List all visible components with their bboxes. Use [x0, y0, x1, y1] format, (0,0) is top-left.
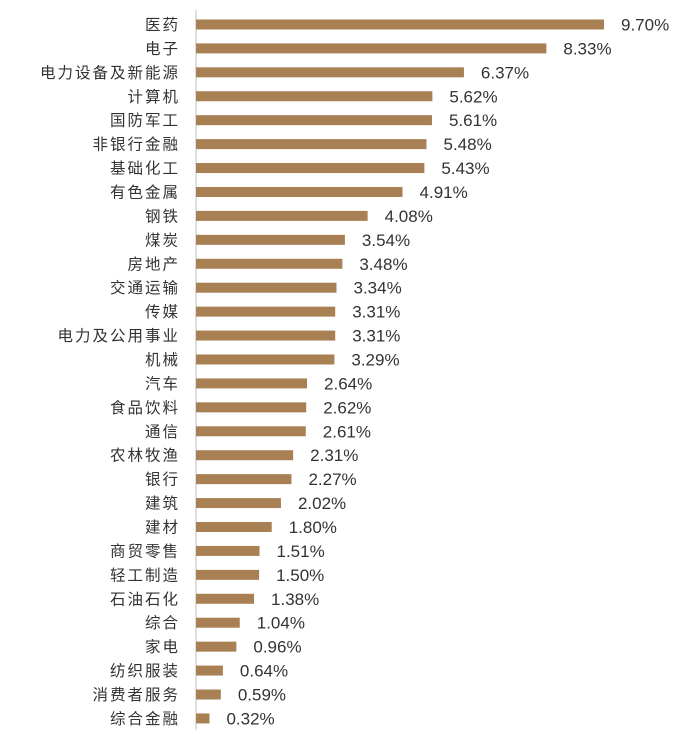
bar — [196, 593, 255, 604]
category-labels: 医药电子电力设备及新能源计算机国防军工非银行金融基础化工有色金属钢铁煤炭房地产交… — [40, 16, 180, 728]
bar — [196, 521, 272, 532]
bar — [196, 426, 306, 437]
category-label: 农林牧渔 — [110, 447, 180, 465]
data-label: 3.34% — [353, 279, 401, 298]
category-label: 有色金属 — [110, 183, 180, 201]
category-label: 基础化工 — [110, 160, 180, 178]
data-label: 1.50% — [276, 566, 324, 585]
data-label: 2.02% — [298, 494, 346, 513]
bars — [196, 19, 604, 724]
category-label: 机械 — [145, 351, 180, 369]
value-labels: 9.70% 8.33% 6.37% 5.62% 5.61% 5.48% 5.43% 4.91%… — [226, 15, 669, 728]
data-label: 3.29% — [351, 350, 399, 369]
data-label: 0.64% — [240, 662, 288, 681]
bar — [196, 115, 432, 126]
category-label: 电力及公用事业 — [57, 327, 180, 345]
data-label: 0.59% — [238, 686, 286, 705]
data-label: 1.38% — [271, 590, 319, 609]
category-label: 家电 — [145, 638, 180, 656]
bar — [196, 354, 335, 365]
category-label: 综合 — [145, 614, 180, 632]
bar — [196, 641, 237, 652]
bar — [196, 665, 223, 676]
data-label: 0.96% — [253, 638, 301, 657]
category-label: 石油石化 — [110, 590, 180, 608]
bar — [196, 43, 547, 54]
category-label: 国防军工 — [110, 112, 180, 130]
category-label: 煤炭 — [145, 231, 180, 249]
category-label: 通信 — [145, 423, 180, 441]
category-label: 轻工制造 — [110, 566, 180, 584]
bar — [196, 330, 336, 341]
data-label: 2.62% — [323, 398, 371, 417]
category-label: 商贸零售 — [110, 542, 180, 560]
category-label: 消费者服务 — [92, 686, 180, 704]
category-label: 医药 — [145, 16, 180, 34]
data-label: 5.43% — [441, 159, 489, 178]
data-label: 2.64% — [324, 374, 372, 393]
bar — [196, 234, 345, 245]
bar — [196, 139, 427, 150]
bar — [196, 450, 294, 461]
category-label: 计算机 — [127, 87, 180, 106]
bar — [196, 163, 425, 174]
data-label: 3.48% — [359, 255, 407, 274]
data-label: 2.27% — [308, 470, 356, 489]
data-label: 5.61% — [449, 111, 497, 130]
bar — [196, 474, 292, 485]
data-label: 1.51% — [277, 542, 325, 561]
data-label: 1.04% — [257, 614, 305, 633]
bar — [196, 402, 307, 413]
bar — [196, 689, 221, 700]
bar — [196, 378, 308, 389]
bar — [196, 67, 464, 78]
category-label: 房地产 — [127, 255, 180, 273]
category-label: 综合金融 — [110, 710, 180, 728]
bar — [196, 19, 604, 30]
data-label: 1.80% — [289, 518, 337, 537]
category-label: 银行 — [145, 471, 180, 489]
data-label: 3.54% — [362, 231, 410, 250]
category-label: 电子 — [145, 40, 180, 58]
bar — [196, 713, 210, 724]
category-label: 钢铁 — [145, 207, 180, 225]
category-label: 建筑 — [145, 495, 180, 513]
bar — [196, 186, 403, 197]
category-label: 传媒 — [145, 303, 180, 321]
bar — [196, 91, 433, 102]
data-label: 2.61% — [323, 422, 371, 441]
bar — [196, 282, 337, 293]
bar — [196, 210, 368, 221]
data-label: 6.37% — [481, 63, 529, 82]
category-label: 电力设备及新能源 — [40, 64, 180, 82]
data-label: 3.31% — [352, 303, 400, 322]
data-label: 9.70% — [621, 15, 669, 34]
category-label: 建材 — [145, 518, 180, 536]
bar — [196, 306, 336, 317]
data-label: 3.31% — [352, 327, 400, 346]
data-label: 4.08% — [385, 207, 433, 226]
data-label: 0.32% — [226, 709, 274, 728]
data-label: 5.62% — [449, 87, 497, 106]
bar — [196, 498, 281, 509]
data-label: 5.48% — [443, 135, 491, 154]
data-label: 4.91% — [420, 183, 468, 202]
bar — [196, 617, 240, 628]
category-label: 汽车 — [145, 375, 180, 393]
data-label: 2.31% — [310, 446, 358, 465]
category-label: 非银行金融 — [92, 136, 180, 154]
data-label: 8.33% — [563, 39, 611, 58]
category-label: 食品饮料 — [110, 399, 180, 417]
category-label: 交通运输 — [110, 279, 180, 297]
bar — [196, 569, 260, 580]
bar — [196, 258, 343, 269]
category-label: 纺织服装 — [110, 662, 180, 680]
bar — [196, 545, 260, 556]
